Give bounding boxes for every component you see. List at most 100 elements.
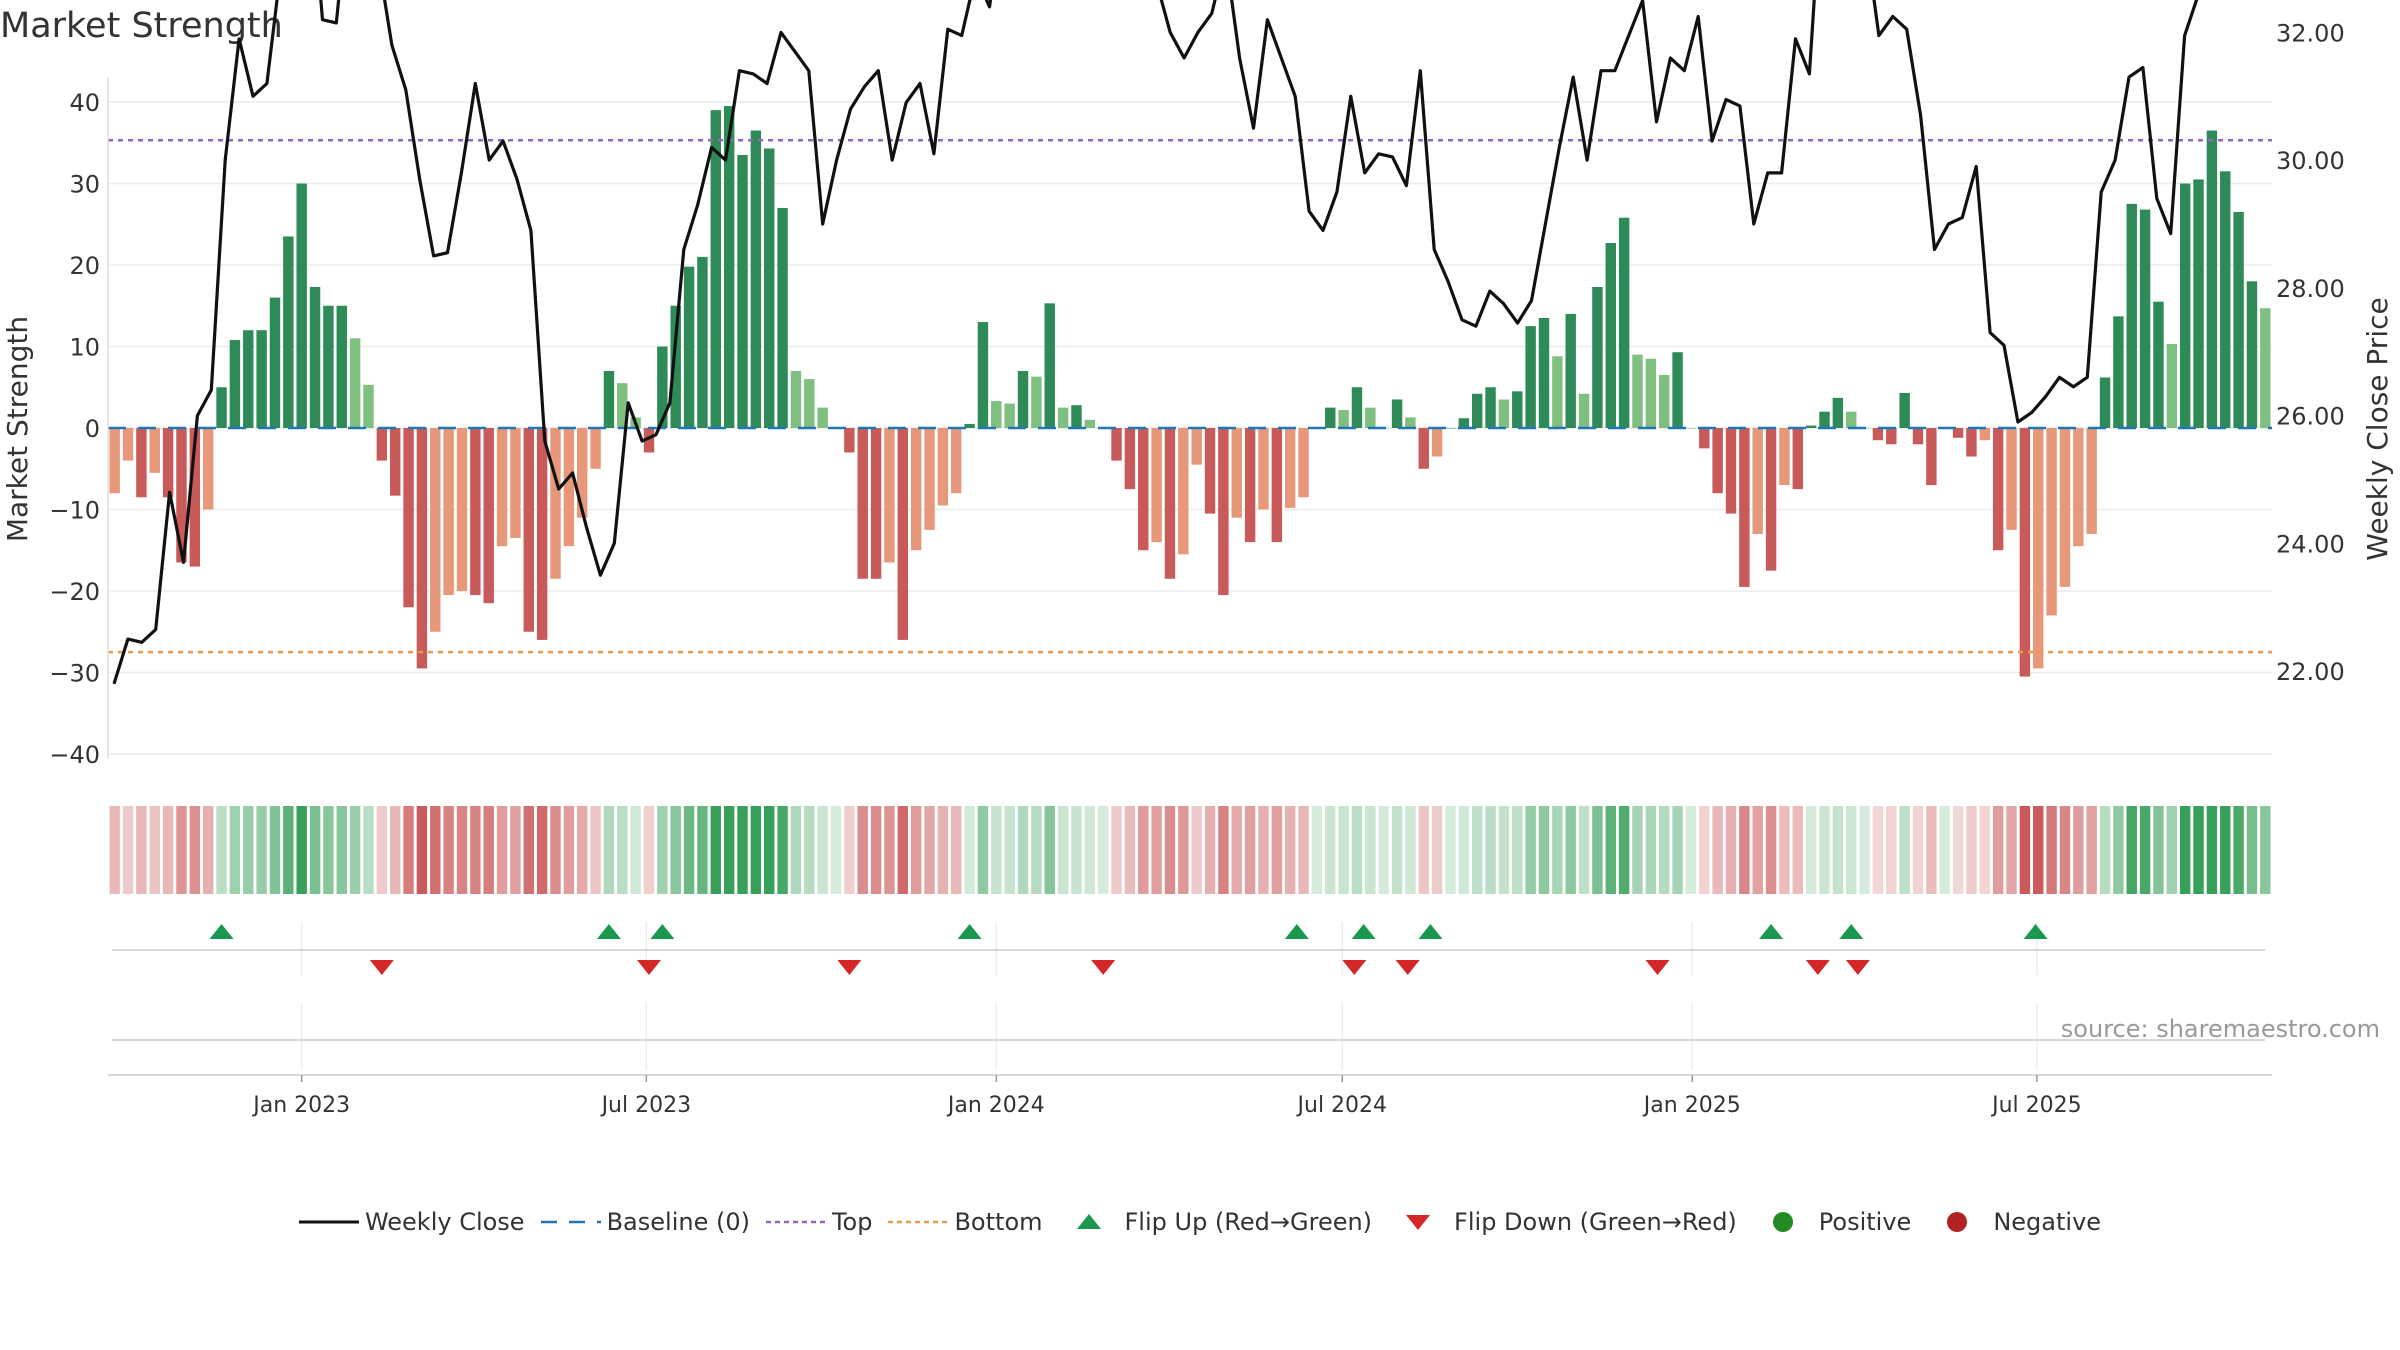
strength-bar — [1592, 287, 1603, 428]
chart-title: Market Strength — [0, 6, 283, 46]
heat-cell — [1071, 806, 1082, 894]
heat-cell — [122, 806, 134, 894]
heat-cell — [2006, 806, 2017, 894]
strength-bar — [309, 287, 321, 428]
strength-bar — [1765, 428, 1777, 571]
strength-bar — [376, 428, 388, 461]
strength-bar — [1405, 417, 1416, 428]
weekly-close-line — [112, 0, 2199, 685]
strength-bar — [349, 338, 361, 428]
legend-label: Weekly Close — [364, 1208, 525, 1236]
heat-cell — [1779, 806, 1790, 894]
flip-down-marker — [637, 960, 661, 975]
heat-cell — [1672, 806, 1683, 894]
strength-bar — [750, 130, 762, 428]
legend-symbol-negative — [1947, 1212, 1968, 1232]
legend-item-flip_up: Flip Up (Red→Green) — [1059, 1208, 1372, 1236]
heat-cell — [470, 806, 481, 894]
heat-cell — [2179, 806, 2191, 894]
legend-item-baseline: Baseline (0) — [540, 1208, 750, 1236]
heat-cell — [1325, 806, 1336, 894]
heat-cell — [2246, 806, 2258, 894]
y-tick-left: 40 — [69, 89, 100, 117]
strength-bar — [1979, 428, 1991, 441]
flip-up-marker — [209, 924, 234, 939]
heat-cell — [1512, 806, 1523, 894]
strength-bar — [577, 428, 588, 518]
strength-bar — [1298, 428, 1309, 498]
legend-symbol-flip_up — [1076, 1214, 1101, 1229]
strength-bar — [897, 428, 909, 640]
heat-cell — [1805, 806, 1817, 894]
strength-bar — [1017, 370, 1029, 428]
strength-bar — [430, 428, 441, 632]
heat-cell — [1124, 806, 1136, 894]
heat-cell — [2166, 806, 2178, 894]
heat-cell — [924, 806, 935, 894]
flip-up-marker — [1418, 924, 1443, 939]
strength-bar — [523, 428, 534, 632]
heat-cell — [296, 806, 307, 894]
strength-bar — [670, 305, 681, 428]
strength-bar — [1779, 428, 1790, 486]
y-tick-left: 20 — [69, 252, 100, 280]
y-tick-left: 30 — [69, 171, 100, 199]
reference-lines — [108, 139, 2272, 654]
heat-cell — [1391, 806, 1403, 894]
strength-bar — [162, 428, 174, 498]
heat-cell — [376, 806, 388, 894]
legend-label: Bottom — [954, 1208, 1043, 1236]
heat-cell — [1231, 806, 1242, 894]
heat-cell — [2153, 806, 2164, 894]
heat-cell — [1832, 806, 1844, 894]
heat-cell — [1846, 806, 1857, 894]
heat-cell — [937, 806, 949, 894]
strength-bar — [1952, 428, 1964, 438]
heat-cell — [496, 806, 508, 894]
heat-cell — [1405, 806, 1416, 894]
strength-bar — [363, 384, 374, 428]
heat-cell — [870, 806, 882, 894]
heat-cell — [2193, 806, 2204, 894]
strength-bar — [1031, 376, 1042, 428]
strength-bar — [1071, 405, 1082, 428]
heat-cell — [1886, 806, 1897, 894]
heat-cell — [283, 806, 294, 894]
heat-cell — [697, 806, 708, 894]
heat-cell — [523, 806, 534, 894]
strength-bar — [617, 383, 628, 428]
y-tick-left: 0 — [85, 415, 100, 443]
heat-cell — [1271, 806, 1283, 894]
strength-bar — [1325, 407, 1336, 428]
heat-cell — [764, 806, 775, 894]
weekly-close-series — [112, 0, 2199, 685]
heat-cell — [2086, 806, 2097, 894]
legend-symbol-flip_down — [1406, 1215, 1431, 1230]
strength-bar — [884, 428, 895, 563]
strength-bar — [1926, 428, 1937, 486]
strength-bar — [2126, 203, 2137, 428]
strength-bar — [937, 428, 949, 506]
heat-cell — [2260, 806, 2271, 894]
heat-cell — [1992, 806, 2004, 894]
heat-cell — [1298, 806, 1309, 894]
strength-bar — [483, 428, 494, 604]
strength-bar — [1712, 428, 1723, 494]
strength-bar — [1832, 397, 1844, 428]
heat-cell — [1084, 806, 1096, 894]
strength-bar — [1458, 418, 1470, 428]
strength-bar — [1004, 403, 1015, 428]
heat-cell — [1191, 806, 1202, 894]
strength-bar — [136, 428, 147, 498]
flip-up-marker — [596, 924, 621, 939]
y-tick-right: 24.00 — [2276, 530, 2345, 558]
strength-bars — [109, 106, 2271, 677]
strength-bar — [924, 428, 935, 530]
strength-bar — [603, 370, 615, 428]
legend-label: Flip Down (Green→Red) — [1454, 1208, 1737, 1236]
heat-cell — [2019, 806, 2031, 894]
strength-bar — [510, 428, 521, 539]
y-tick-left: −10 — [49, 497, 100, 525]
heat-cell — [162, 806, 174, 894]
strength-bar — [1244, 428, 1256, 543]
